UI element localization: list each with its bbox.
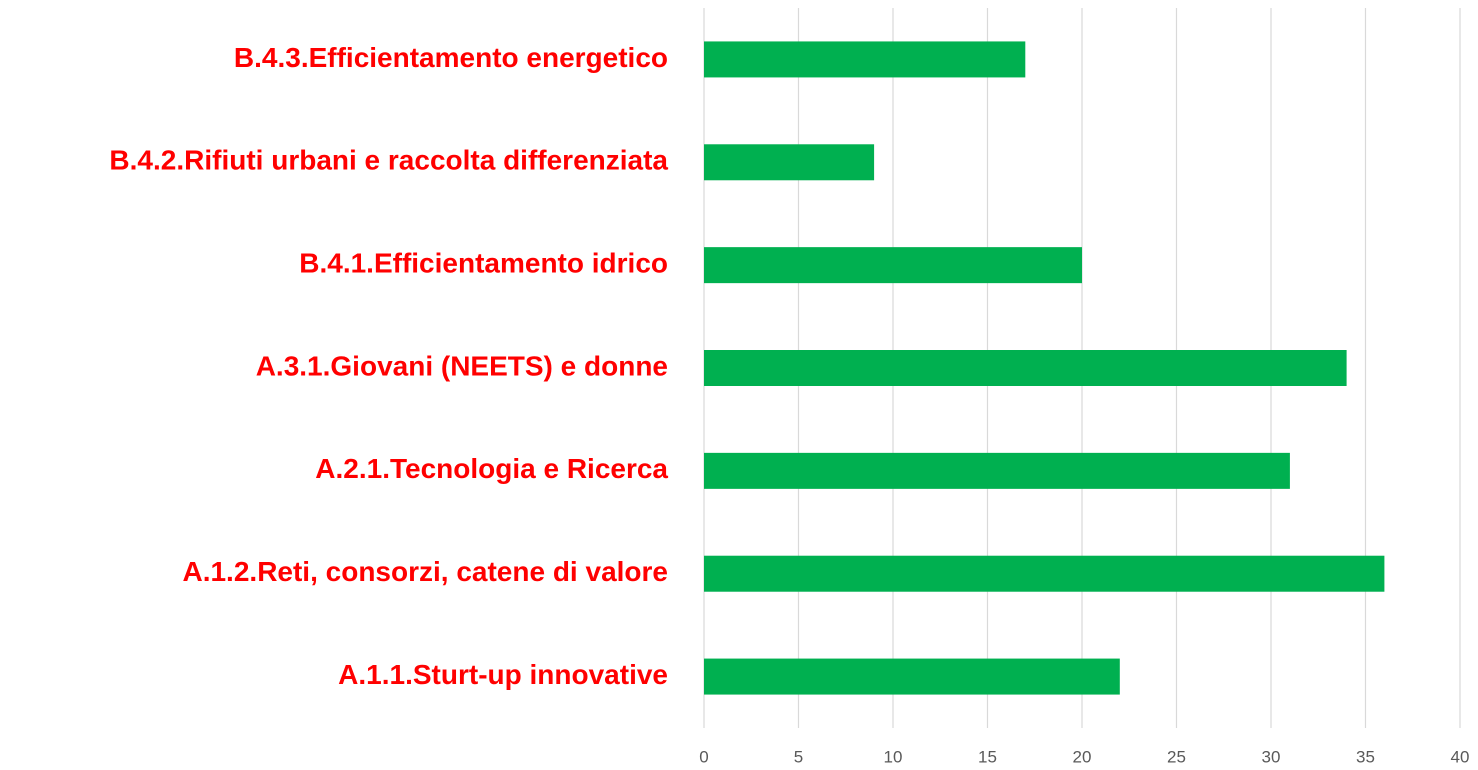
category-label: B.4.1.Efficientamento idrico: [299, 248, 668, 279]
x-tick-label: 20: [1073, 747, 1092, 766]
x-tick-label: 15: [978, 747, 997, 766]
bar: [704, 41, 1026, 78]
x-tick-label: 30: [1262, 747, 1281, 766]
x-tick-label: 40: [1451, 747, 1470, 766]
x-tick-label: 35: [1356, 747, 1375, 766]
category-label: B.4.2.Rifiuti urbani e raccolta differen…: [109, 145, 668, 176]
bar: [704, 555, 1385, 592]
x-tick-label: 0: [699, 747, 708, 766]
category-label: A.1.1.Sturt-up innovative: [338, 659, 668, 690]
category-label: A.3.1.Giovani (NEETS) e donne: [256, 350, 668, 381]
x-tick-label: 10: [884, 747, 903, 766]
bar: [704, 658, 1120, 695]
x-tick-label: 25: [1167, 747, 1186, 766]
category-label: A.1.2.Reti, consorzi, catene di valore: [182, 556, 668, 587]
bar: [704, 350, 1347, 386]
bar: [704, 247, 1082, 284]
category-label: A.2.1.Tecnologia e Ricerca: [315, 453, 668, 484]
bar: [704, 452, 1290, 489]
x-tick-label: 5: [794, 747, 803, 766]
bar: [704, 144, 875, 181]
category-label: B.4.3.Efficientamento energetico: [234, 42, 668, 73]
